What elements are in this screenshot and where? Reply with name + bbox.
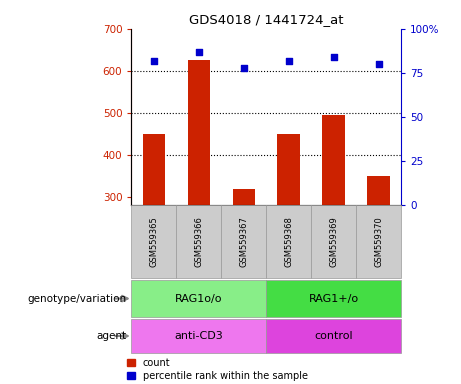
Text: anti-CD3: anti-CD3	[174, 331, 223, 341]
Text: RAG1+/o: RAG1+/o	[308, 293, 359, 304]
Legend: count, percentile rank within the sample: count, percentile rank within the sample	[127, 358, 307, 381]
Bar	[367, 176, 390, 205]
Point	[195, 49, 202, 55]
Text: GSM559366: GSM559366	[194, 217, 203, 267]
Bar	[266, 205, 311, 278]
Bar	[176, 205, 221, 278]
Bar	[311, 205, 356, 278]
Bar	[266, 280, 401, 317]
Point	[240, 65, 248, 71]
Bar	[142, 134, 165, 205]
Text: GSM559369: GSM559369	[329, 217, 338, 267]
Text: control: control	[314, 331, 353, 341]
Bar	[221, 205, 266, 278]
Bar	[322, 115, 345, 205]
Text: GSM559370: GSM559370	[374, 217, 383, 267]
Text: genotype/variation: genotype/variation	[28, 293, 127, 304]
Point	[285, 58, 292, 64]
Bar	[278, 134, 300, 205]
Text: GSM559368: GSM559368	[284, 217, 293, 267]
Bar	[131, 280, 266, 317]
Point	[330, 54, 337, 60]
Text: GSM559365: GSM559365	[149, 217, 159, 267]
Title: GDS4018 / 1441724_at: GDS4018 / 1441724_at	[189, 13, 343, 26]
Point	[150, 58, 158, 64]
Text: agent: agent	[97, 331, 127, 341]
Bar	[131, 319, 266, 353]
Text: RAG1o/o: RAG1o/o	[175, 293, 223, 304]
Bar	[232, 189, 255, 205]
Bar	[188, 60, 210, 205]
Bar	[131, 205, 176, 278]
Point	[375, 61, 382, 67]
Bar	[356, 205, 401, 278]
Bar	[266, 319, 401, 353]
Text: GSM559367: GSM559367	[239, 217, 248, 267]
